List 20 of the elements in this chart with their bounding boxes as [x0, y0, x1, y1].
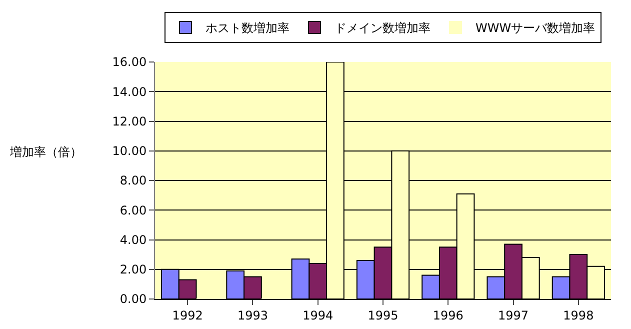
- legend-label: WWWサーバ数増加率: [476, 21, 596, 36]
- y-tick-label: 14.00: [112, 84, 147, 99]
- legend-label: ホスト数増加率: [206, 21, 290, 36]
- x-tick-label: 1992: [172, 308, 203, 322]
- x-tick-label: 1996: [432, 308, 464, 322]
- y-tick-label: 12.00: [112, 114, 147, 128]
- x-tick-label: 1995: [368, 308, 398, 322]
- y-axis-title: 増加率（倍）: [9, 145, 82, 159]
- y-tick-label: 0.00: [120, 292, 147, 306]
- y-tick-label: 6.00: [120, 203, 147, 218]
- x-tick-label: 1994: [302, 308, 334, 322]
- y-tick-label: 16.00: [112, 55, 147, 70]
- legend-label: ドメイン数増加率: [334, 21, 430, 36]
- x-tick-label: 1997: [498, 308, 529, 322]
- x-tick-label: 1998: [563, 308, 594, 322]
- y-tick-label: 8.00: [120, 174, 147, 188]
- x-tick-label: 1993: [237, 308, 268, 322]
- y-tick-label: 10.00: [112, 144, 147, 158]
- y-tick-label: 4.00: [120, 232, 147, 247]
- y-tick-label: 2.00: [120, 262, 147, 277]
